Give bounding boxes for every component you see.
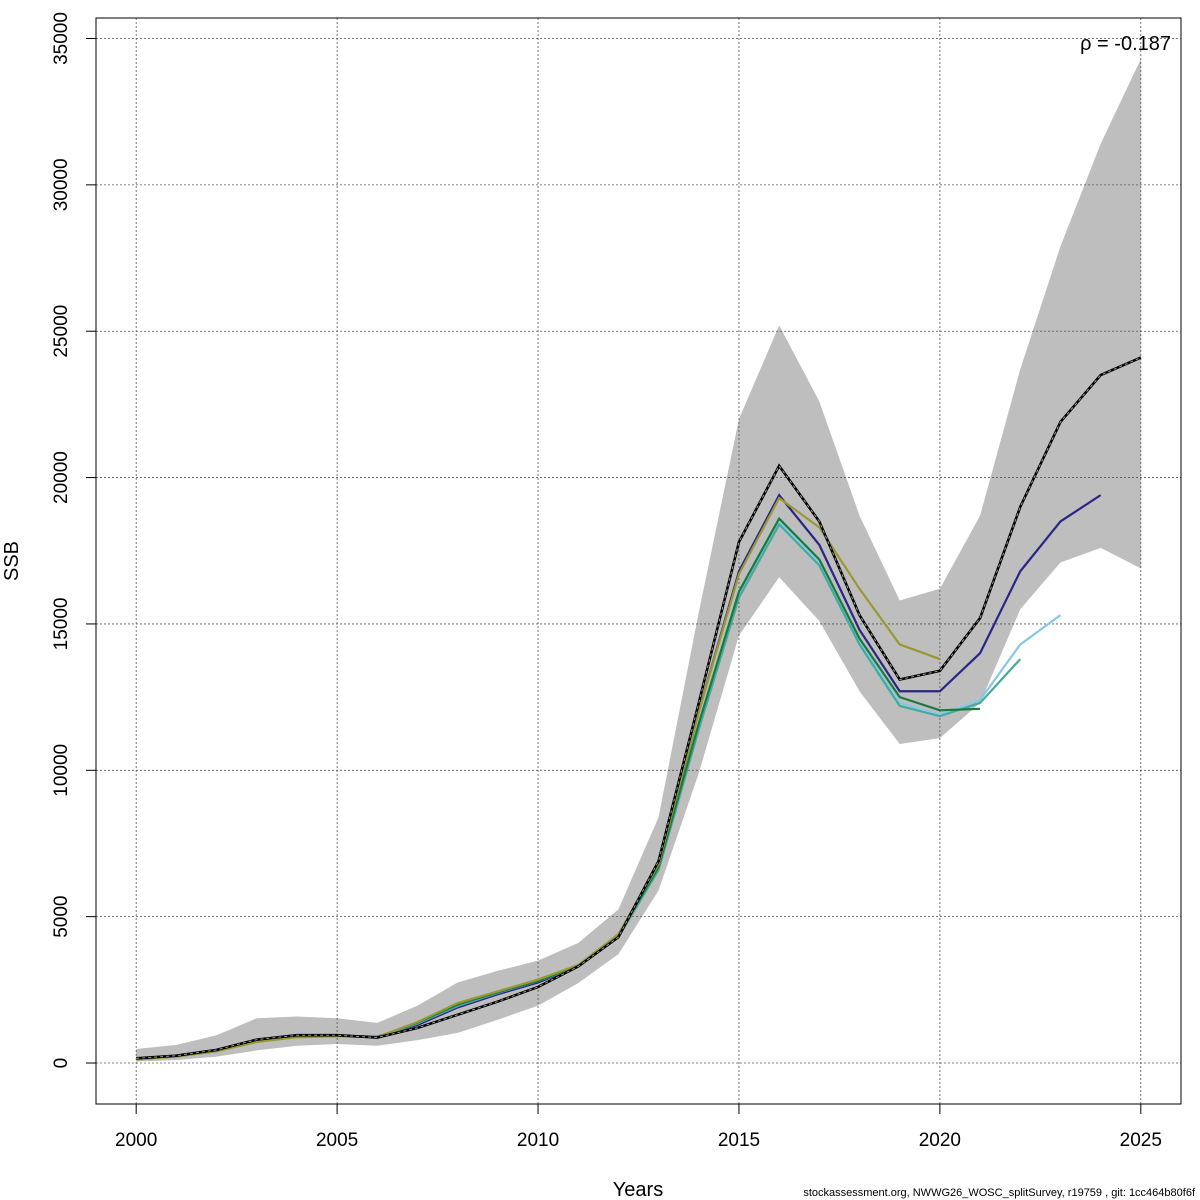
confidence-band-layer <box>136 58 1141 1062</box>
x-tick-label: 2025 <box>1120 1130 1162 1151</box>
series-line <box>136 496 941 1061</box>
series-line-dashed <box>136 357 1142 1059</box>
x-axis-title: Years <box>613 1179 663 1200</box>
y-tick-label: 10000 <box>51 744 72 797</box>
x-tick-label: 2000 <box>115 1130 157 1151</box>
x-tick-label: 2015 <box>718 1130 760 1151</box>
axis-layer: 2000 2005 2010 2015 2020 2025 0 5000 10000 15000 2… <box>51 12 1162 1151</box>
y-tick-label: 0 <box>51 1058 72 1069</box>
y-tick-label: 5000 <box>51 896 72 938</box>
x-tick-label: 2020 <box>919 1130 961 1151</box>
y-tick-label: 30000 <box>51 158 72 211</box>
x-tick-label: 2010 <box>517 1130 559 1151</box>
y-tick-label: 20000 <box>51 451 72 504</box>
y-tick-label: 25000 <box>51 305 72 358</box>
rho-annotation: ρ = -0.187 <box>1080 33 1171 55</box>
footer-source: stockassessment.org, NWWG26_WOSC_splitSu… <box>803 1187 1196 1199</box>
x-tick-label: 2005 <box>316 1130 358 1151</box>
grid-layer <box>96 18 1181 1104</box>
y-tick-label: 35000 <box>51 12 72 65</box>
confidence-band <box>136 58 1141 1062</box>
y-axis-title: SSB <box>1 541 23 581</box>
series-line-base <box>136 356 1142 1060</box>
y-tick-label: 15000 <box>51 598 72 651</box>
series-layer <box>136 356 1142 1061</box>
